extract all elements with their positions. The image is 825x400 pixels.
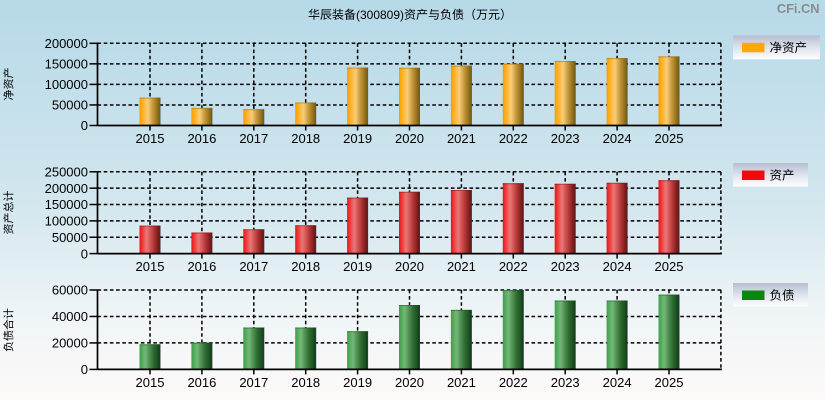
svg-text:2020: 2020: [395, 375, 424, 390]
svg-text:60000: 60000: [52, 283, 88, 298]
svg-text:2015: 2015: [136, 259, 165, 274]
svg-text:150000: 150000: [45, 197, 88, 212]
svg-text:2016: 2016: [187, 131, 216, 146]
svg-text:2024: 2024: [603, 259, 632, 274]
svg-text:CFi.CN: CFi.CN: [777, 1, 820, 16]
svg-text:2019: 2019: [343, 375, 372, 390]
svg-text:2020: 2020: [395, 131, 424, 146]
svg-text:2015: 2015: [136, 375, 165, 390]
svg-text:2024: 2024: [603, 375, 632, 390]
svg-text:2018: 2018: [291, 131, 320, 146]
svg-text:200000: 200000: [45, 36, 88, 51]
svg-text:2017: 2017: [239, 131, 268, 146]
svg-text:100000: 100000: [45, 214, 88, 229]
svg-text:2023: 2023: [551, 259, 580, 274]
svg-text:(300809): (300809): [356, 8, 404, 22]
svg-text:2021: 2021: [447, 259, 476, 274]
svg-text:2021: 2021: [447, 131, 476, 146]
svg-text:200000: 200000: [45, 181, 88, 196]
svg-text:2019: 2019: [343, 131, 372, 146]
svg-text:2025: 2025: [655, 375, 684, 390]
svg-text:100000: 100000: [45, 77, 88, 92]
svg-text:20000: 20000: [52, 336, 88, 351]
svg-text:2016: 2016: [187, 375, 216, 390]
svg-text:2018: 2018: [291, 375, 320, 390]
svg-text:2019: 2019: [343, 259, 372, 274]
svg-text:2022: 2022: [499, 375, 528, 390]
svg-text:50000: 50000: [52, 230, 88, 245]
svg-text:2021: 2021: [447, 375, 476, 390]
svg-text:2022: 2022: [499, 259, 528, 274]
svg-text:2015: 2015: [136, 131, 165, 146]
svg-text:2022: 2022: [499, 131, 528, 146]
svg-text:2017: 2017: [239, 259, 268, 274]
svg-text:40000: 40000: [52, 309, 88, 324]
svg-text:2023: 2023: [551, 131, 580, 146]
svg-text:150000: 150000: [45, 57, 88, 72]
svg-text:2025: 2025: [655, 131, 684, 146]
svg-text:0: 0: [81, 362, 88, 377]
svg-text:2025: 2025: [655, 259, 684, 274]
svg-text:0: 0: [81, 118, 88, 133]
svg-text:2016: 2016: [187, 259, 216, 274]
svg-text:0: 0: [81, 246, 88, 261]
svg-text:50000: 50000: [52, 98, 88, 113]
svg-text:250000: 250000: [45, 165, 88, 180]
svg-text:2020: 2020: [395, 259, 424, 274]
svg-text:2018: 2018: [291, 259, 320, 274]
svg-text:2024: 2024: [603, 131, 632, 146]
svg-text:2017: 2017: [239, 375, 268, 390]
svg-text:2023: 2023: [551, 375, 580, 390]
